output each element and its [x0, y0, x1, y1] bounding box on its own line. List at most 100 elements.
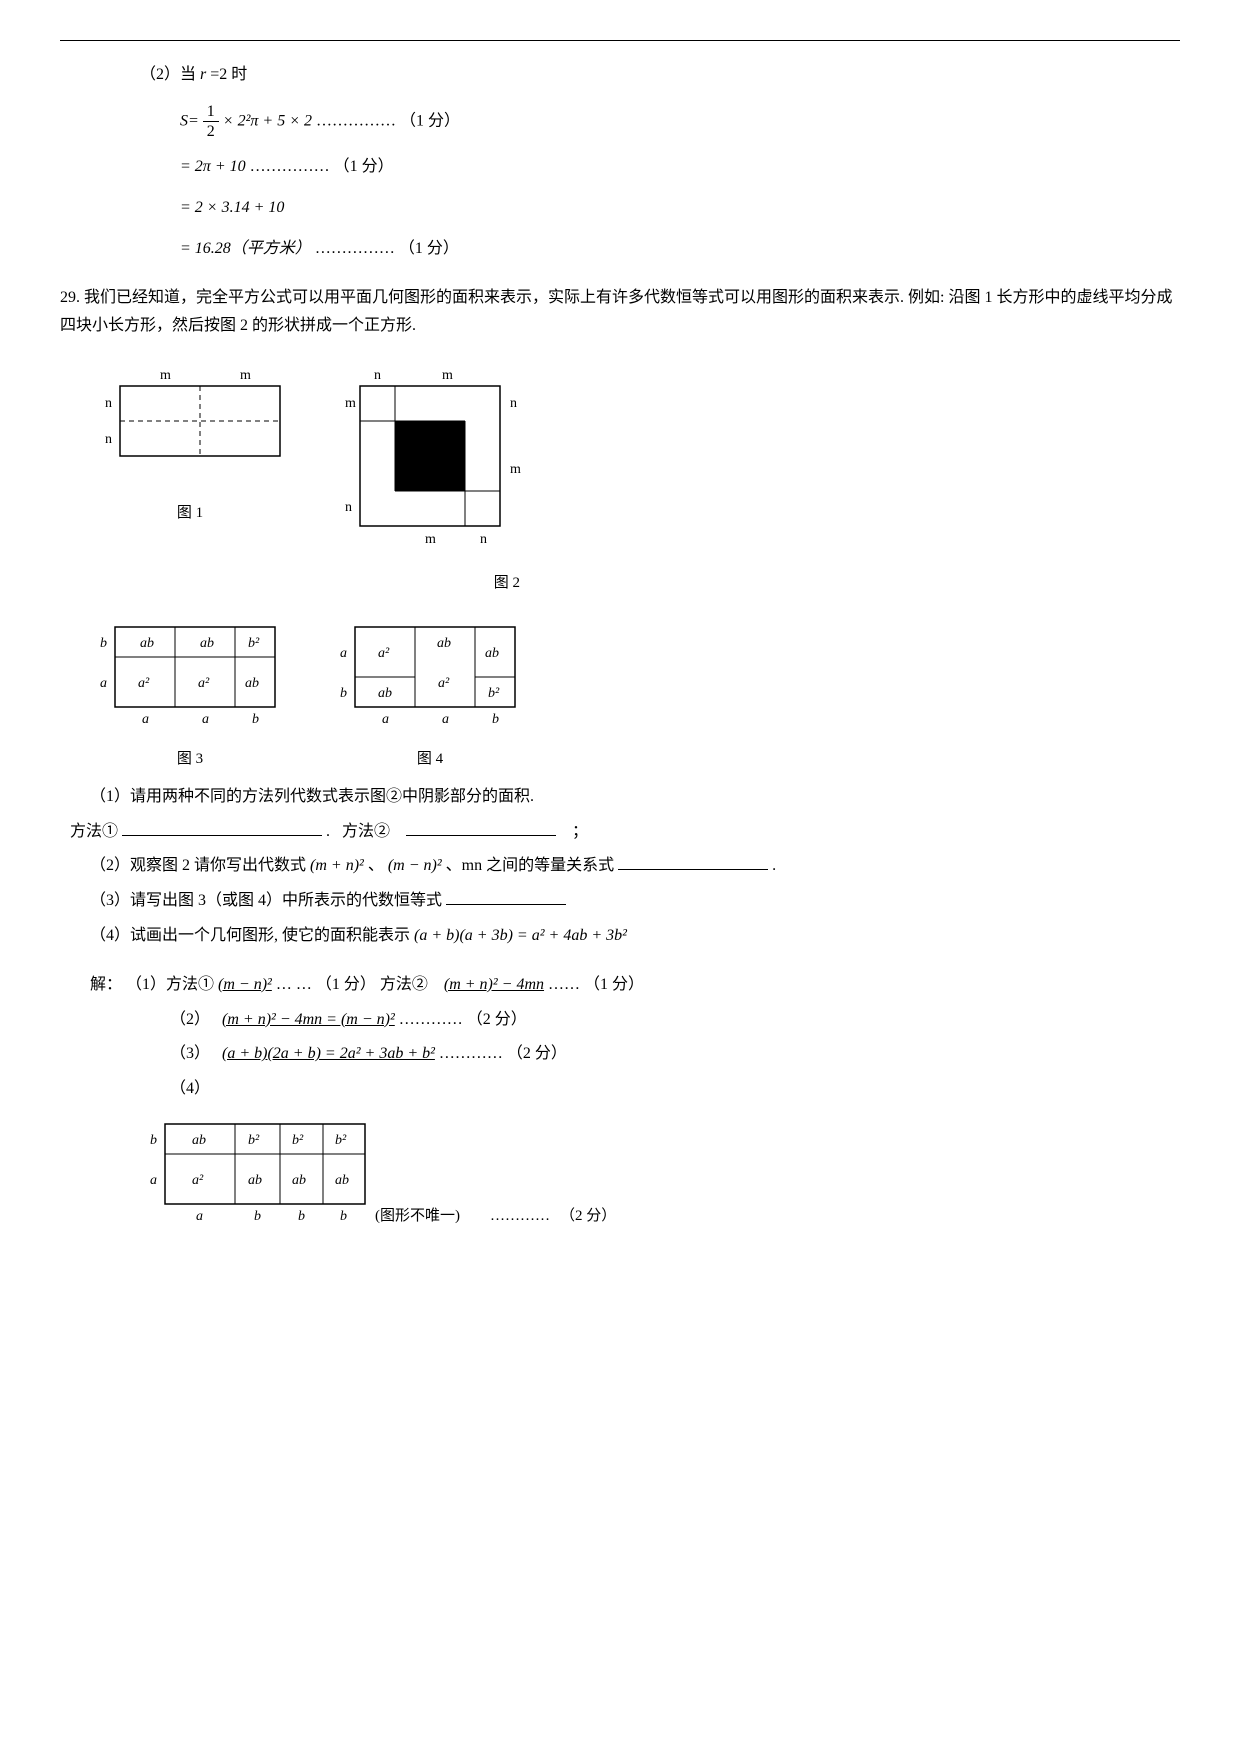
svg-text:a: a	[150, 1173, 157, 1188]
p28-line2: = 2π + 10 …………… （1 分）	[60, 153, 1180, 182]
svg-text:n: n	[105, 396, 112, 411]
q1-methods: 方法① . 方法② ；	[70, 818, 1180, 847]
q1-punct: .	[326, 823, 330, 840]
p28-line3: = 2 × 3.14 + 10	[60, 194, 1180, 223]
svg-text:n: n	[345, 500, 352, 515]
svg-text:ab: ab	[485, 646, 499, 661]
p28-var: r	[200, 66, 206, 83]
fig2-svg: n m n m m n m n	[330, 361, 530, 551]
q1: （1）请用两种不同的方法列代数式表示图②中阴影部分的面积.	[90, 783, 1180, 812]
fig1-label: 图 1	[90, 500, 290, 527]
ans2-expr: (m + n)² − 4mn = (m − n)²	[222, 1011, 395, 1028]
p29-intro-text: 我们已经知道，完全平方公式可以用平面几何图形的面积来表示，实际上有许多代数恒等式…	[60, 289, 1172, 335]
svg-text:b: b	[492, 712, 499, 727]
fig4-svg: a b a² ab ab ab a² b² a a b	[330, 617, 530, 727]
p28-l1-dots: ……………	[316, 112, 396, 129]
ans2-dots: …………	[399, 1011, 463, 1028]
p28-eq: =2 时	[210, 66, 247, 83]
svg-text:…………: …………	[490, 1208, 550, 1224]
svg-text:b: b	[150, 1133, 157, 1148]
ans4-label: （4）	[90, 1075, 1180, 1104]
p29-num: 29.	[60, 289, 80, 306]
svg-text:ab: ab	[335, 1173, 349, 1188]
svg-text:ab: ab	[245, 676, 259, 691]
svg-text:b: b	[298, 1209, 305, 1224]
svg-text:b: b	[340, 686, 347, 701]
p28-l1-prefix: S=	[180, 112, 199, 129]
ans2: （2） (m + n)² − 4mn = (m − n)² ………… （2 分）	[90, 1006, 1180, 1035]
q1-m1-label: 方法①	[70, 823, 118, 840]
p28-line4: = 16.28（平方米） …………… （1 分）	[60, 235, 1180, 264]
p28-l4-score: （1 分）	[399, 240, 459, 257]
fig1-svg: m m n n	[90, 361, 290, 481]
q3-prefix: （3）请写出图 3（或图 4）中所表示的代数恒等式	[90, 892, 442, 909]
q1-m1-blank	[122, 835, 322, 836]
ans3-score: （2 分）	[507, 1045, 567, 1062]
fig4-label: 图 4	[330, 746, 530, 773]
ans2-score: （2 分）	[467, 1011, 527, 1028]
svg-text:a: a	[202, 712, 209, 727]
svg-text:a²: a²	[378, 646, 390, 661]
svg-text:m: m	[442, 368, 453, 383]
fig3-label: 图 3	[90, 746, 290, 773]
svg-text:b: b	[340, 1209, 347, 1224]
ans1-d2: ……	[548, 976, 580, 993]
top-rule	[60, 40, 1180, 41]
svg-text:ab: ab	[437, 636, 451, 651]
q2-s2: 、mn 之间的等量关系式	[446, 857, 614, 874]
q2-prefix: （2）观察图 2 请你写出代数式	[90, 857, 306, 874]
svg-text:a²: a²	[138, 676, 150, 691]
ans3: （3） (a + b)(2a + b) = 2a² + 3ab + b² …………	[90, 1040, 1180, 1069]
p28-l2-val: = 2π + 10	[180, 158, 246, 175]
svg-text:m: m	[510, 462, 521, 477]
q2: （2）观察图 2 请你写出代数式 (m + n)² 、 (m − n)² 、mn…	[90, 852, 1180, 881]
svg-text:b²: b²	[248, 1133, 260, 1148]
ans1-s2: （1 分）	[584, 976, 644, 993]
figure-4: a b a² ab ab ab a² b² a a b 图 4	[330, 617, 530, 773]
ans1-m2: (m + n)² − 4mn	[444, 976, 544, 993]
ans1-d1: … …	[276, 976, 312, 993]
p28-l4-dots: ……………	[315, 240, 395, 257]
ans1-s1: （1 分）	[316, 976, 376, 993]
svg-text:b: b	[100, 636, 107, 651]
q2-e1: (m + n)²	[310, 857, 364, 874]
ans3-prefix: （3）	[170, 1045, 210, 1062]
q3: （3）请写出图 3（或图 4）中所表示的代数恒等式	[90, 887, 1180, 916]
svg-text:b: b	[252, 712, 259, 727]
p28-l1-rest: × 2²π + 5 × 2	[223, 112, 312, 129]
svg-text:a: a	[100, 676, 107, 691]
q2-blank	[618, 869, 768, 870]
q1-text: （1）请用两种不同的方法列代数式表示图②中阴影部分的面积.	[90, 788, 534, 805]
svg-text:ab: ab	[192, 1133, 206, 1148]
answers: 解： （1）方法① (m − n)² … … （1 分） 方法② (m + n)…	[90, 971, 1180, 1000]
ans4-prefix: （4）	[170, 1080, 210, 1097]
figure-3: b a ab ab b² a² a² ab a a b 图 3	[90, 617, 290, 773]
svg-text:n: n	[480, 532, 487, 547]
q3-blank	[446, 904, 566, 905]
svg-text:（2 分）: （2 分）	[560, 1207, 616, 1224]
ans-label: 解：	[90, 976, 122, 993]
ans3-dots: …………	[439, 1045, 503, 1062]
svg-text:a: a	[382, 712, 389, 727]
svg-text:b²: b²	[335, 1133, 347, 1148]
svg-text:n: n	[374, 368, 381, 383]
p28-l3-val: = 2 × 3.14 + 10	[180, 199, 284, 216]
svg-text:a: a	[340, 646, 347, 661]
svg-text:m: m	[240, 368, 251, 383]
svg-text:a²: a²	[198, 676, 210, 691]
ans4-figure: b a ab b² b² b² a² ab ab ab a b b b (图形不…	[140, 1114, 1180, 1245]
svg-text:b²: b²	[292, 1133, 304, 1148]
q4-expr: (a + b)(a + 3b) = a² + 4ab + 3b²	[414, 927, 627, 944]
p28-l1-score: （1 分）	[400, 112, 460, 129]
ans1-m2-label: 方法②	[380, 976, 428, 993]
q2-e2: (m − n)²	[388, 857, 442, 874]
p28-l2-dots: ……………	[250, 158, 330, 175]
svg-text:(图形不唯一): (图形不唯一)	[375, 1207, 460, 1224]
svg-text:ab: ab	[200, 636, 214, 651]
svg-text:a²: a²	[438, 676, 450, 691]
svg-text:a²: a²	[192, 1173, 204, 1188]
svg-text:ab: ab	[248, 1173, 262, 1188]
svg-text:m: m	[425, 532, 436, 547]
svg-text:n: n	[510, 396, 517, 411]
svg-text:a: a	[196, 1209, 203, 1224]
